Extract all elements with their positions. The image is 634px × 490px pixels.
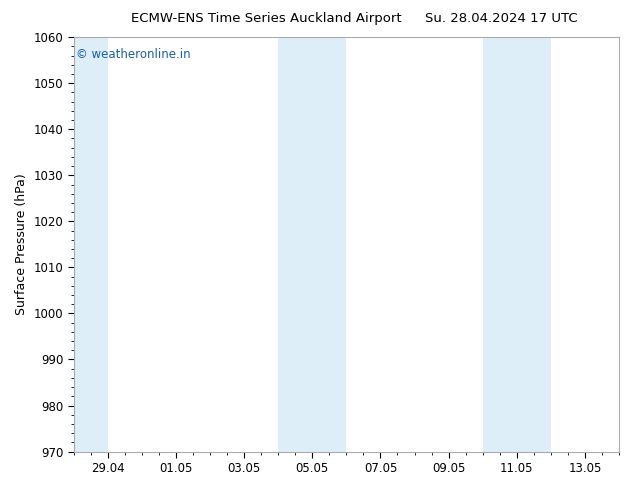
Bar [74,37,108,452]
Bar [482,37,551,452]
Text: Su. 28.04.2024 17 UTC: Su. 28.04.2024 17 UTC [425,12,577,25]
Text: ECMW-ENS Time Series Auckland Airport: ECMW-ENS Time Series Auckland Airport [131,12,401,25]
Text: © weatheronline.in: © weatheronline.in [77,48,191,60]
Y-axis label: Surface Pressure (hPa): Surface Pressure (hPa) [15,173,28,315]
Bar [278,37,346,452]
